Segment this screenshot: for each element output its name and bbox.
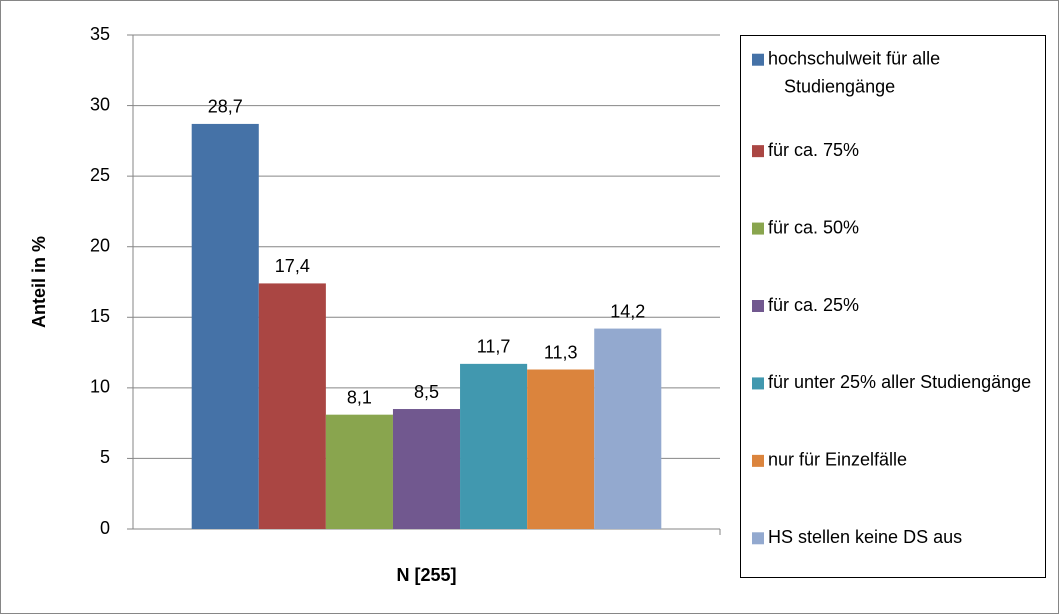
bar — [191, 123, 259, 530]
legend-item: HS stellen keine DS aus — [752, 527, 962, 547]
data-label: 8,1 — [347, 387, 372, 407]
legend-swatch — [752, 377, 764, 390]
legend-item: für ca. 75% — [752, 140, 859, 160]
bar — [392, 409, 461, 529]
bar — [325, 414, 393, 529]
legend-swatch — [752, 454, 764, 467]
legend-item: nur für Einzelfälle — [752, 450, 907, 470]
legend-label: hochschulweit für alle Studiengänge — [768, 48, 940, 96]
y-tick-label: 0 — [100, 518, 110, 538]
legend-swatch — [752, 145, 764, 158]
data-label: 11,7 — [477, 337, 511, 357]
bar — [594, 328, 662, 529]
x-tick-label: N [255] — [396, 565, 456, 585]
y-axis-title: Anteil in % — [29, 236, 49, 328]
legend-label: HS stellen keine DS aus — [768, 527, 962, 547]
legend-label: für ca. 25% — [768, 295, 859, 315]
data-label: 11,3 — [544, 342, 578, 362]
legend-label-line: Studiengänge — [784, 76, 895, 96]
legend-item: hochschulweit für alle Studiengänge — [752, 48, 940, 96]
legend-item: für ca. 25% — [752, 295, 859, 315]
legend-label: für ca. 50% — [768, 217, 859, 237]
legend-swatch — [752, 53, 764, 66]
legend-label-line: hochschulweit für alle — [768, 48, 940, 68]
bar — [460, 363, 528, 529]
y-tick-label: 35 — [90, 24, 110, 44]
data-label: 28,7 — [208, 97, 243, 117]
data-label: 17,4 — [275, 256, 310, 276]
data-label: 14,2 — [610, 301, 645, 321]
legend-item: für unter 25% aller Studiengänge — [752, 372, 1031, 392]
y-tick-label: 15 — [90, 306, 110, 326]
y-tick-label: 10 — [90, 377, 110, 397]
legend-label: nur für Einzelfälle — [768, 450, 907, 470]
legend-swatch — [752, 532, 764, 545]
legend-swatch — [752, 222, 764, 235]
legend-label: für unter 25% aller Studiengänge — [768, 372, 1031, 392]
legend-box — [740, 35, 1046, 578]
legend-item: für ca. 50% — [752, 217, 859, 237]
bar — [527, 369, 595, 529]
legend-swatch — [752, 300, 764, 312]
data-label: 8,5 — [414, 382, 439, 402]
legend-label: für ca. 75% — [768, 140, 859, 160]
y-tick-label: 30 — [90, 94, 110, 114]
y-tick-label: 20 — [90, 235, 110, 255]
y-tick-label: 5 — [100, 447, 110, 467]
bar — [258, 283, 326, 529]
y-tick-label: 25 — [90, 165, 110, 185]
